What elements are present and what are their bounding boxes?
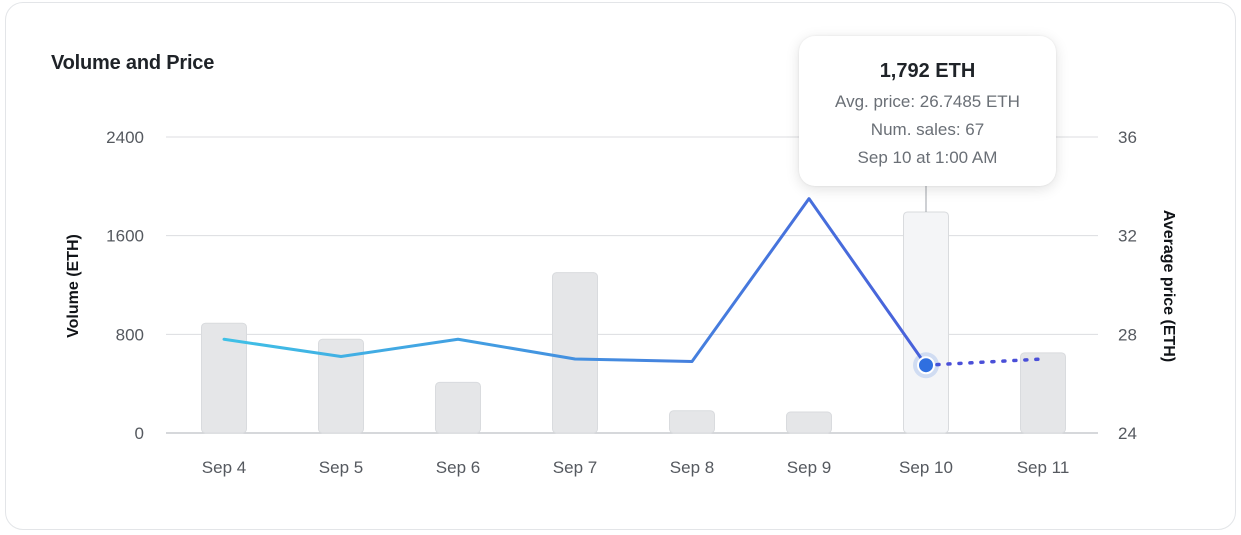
volume-bar [201,322,247,434]
tooltip-num-sales: Num. sales: 67 [870,120,985,139]
y-tick-label-left: 800 [116,325,144,344]
volume-bar [552,272,598,434]
y-tick-label-right: 36 [1118,128,1137,147]
y-axis-title-right: Average price (ETH) [1160,210,1177,362]
volume-bar [786,411,832,434]
x-tick-label: Sep 8 [670,458,714,477]
price-marker [917,356,935,375]
y-tick-label-right: 32 [1118,227,1137,246]
volume-bar [903,211,949,434]
y-tick-label-right: 28 [1118,325,1137,344]
y-tick-label-left: 1600 [106,227,144,246]
x-tick-label: Sep 7 [553,458,597,477]
volume-bar [435,381,481,434]
price-line-dotted [924,357,1045,367]
tooltip-volume: 1,792 ETH [879,60,976,82]
x-tick-label: Sep 9 [787,458,831,477]
x-tick-label: Sep 5 [319,458,363,477]
x-tick-label: Sep 4 [202,458,246,477]
y-axis-title-left: Volume (ETH) [65,234,82,338]
y-tick-label-left: 0 [135,424,144,443]
y-tick-label-left: 2400 [106,128,144,147]
x-tick-label: Sep 11 [1017,458,1070,477]
price-line-solid [222,197,928,367]
data-tooltip: 1,792 ETH Avg. price: 26.7485 ETH Num. s… [799,36,1056,186]
volume-bar [1020,352,1066,434]
volume-bar [318,338,364,434]
volume-bars [201,211,1066,434]
volume-bar [669,410,715,434]
x-tick-label: Sep 6 [436,458,480,477]
chart-title: Volume and Price [51,52,215,74]
tooltip-time: Sep 10 at 1:00 AM [857,148,998,167]
tooltip-avg-price: Avg. price: 26.7485 ETH [835,92,1020,111]
x-tick-label: Sep 10 [899,458,953,477]
tick-labels: 0 800 1600 2400 24 28 32 36 Sep 4 Sep 5 Sep 6 Sep 7… [106,128,1137,477]
y-tick-label-right: 24 [1118,424,1137,443]
price-line [222,197,1045,379]
